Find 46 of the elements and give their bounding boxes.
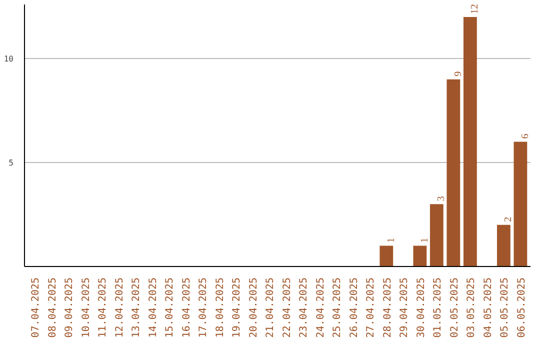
- x-tick-label: 05.05.2025: [500, 277, 511, 338]
- x-tick-label: 16.04.2025: [181, 277, 192, 338]
- x-tick-label: 29.04.2025: [399, 277, 410, 338]
- bar: [430, 204, 444, 266]
- x-tick-label: 17.04.2025: [198, 277, 210, 338]
- data-label: 6: [520, 134, 531, 139]
- x-tick-label: 18.04.2025: [214, 277, 226, 338]
- x-tick-label: 25.04.2025: [332, 277, 344, 338]
- bar: [463, 16, 477, 266]
- x-tick-label: 10.04.2025: [80, 277, 92, 338]
- x-tick-label: 30.04.2025: [416, 277, 427, 338]
- x-tick-label: 28.04.2025: [382, 277, 394, 338]
- x-tick-label: 26.04.2025: [348, 277, 360, 338]
- x-tick-label: 24.04.2025: [315, 277, 326, 338]
- x-tick-label: 23.04.2025: [298, 277, 310, 338]
- x-tick-label: 15.04.2025: [164, 277, 176, 338]
- x-tick-label: 09.04.2025: [64, 277, 76, 338]
- bar: [446, 79, 460, 266]
- bar: [413, 246, 427, 266]
- y-tick-label: 10: [4, 54, 14, 64]
- x-tick-label: 21.04.2025: [265, 277, 276, 338]
- x-tick-label: 11.04.2025: [98, 277, 109, 338]
- x-tick-label: 19.04.2025: [232, 277, 243, 338]
- data-label: 9: [452, 71, 464, 76]
- data-label: 1: [386, 238, 397, 243]
- bar: [496, 224, 510, 266]
- x-tick-label: 07.04.2025: [30, 277, 42, 338]
- data-label: 2: [503, 216, 514, 222]
- x-tick-label: 22.04.2025: [282, 277, 293, 338]
- bar: [380, 246, 394, 266]
- x-tick-label: 20.04.2025: [248, 277, 260, 338]
- x-tick-label: 12.04.2025: [114, 277, 126, 338]
- x-tick-label: 13.04.2025: [131, 277, 142, 338]
- y-tick-label: 5: [8, 158, 14, 168]
- x-tick-label: 14.04.2025: [148, 277, 159, 338]
- data-label: 1: [419, 238, 430, 243]
- x-tick-label: 06.05.2025: [516, 277, 528, 338]
- x-tick-label: 03.05.2025: [466, 277, 478, 338]
- x-tick-label: 27.04.2025: [366, 277, 377, 338]
- data-label: 3: [436, 196, 448, 202]
- x-tick-label: 02.05.2025: [449, 277, 460, 338]
- x-tick-label: 01.05.2025: [432, 277, 444, 338]
- bar: [514, 142, 528, 266]
- x-tick-label: 04.05.2025: [482, 277, 494, 338]
- data-label: 12: [470, 4, 481, 14]
- x-tick-label: 08.04.2025: [47, 277, 58, 338]
